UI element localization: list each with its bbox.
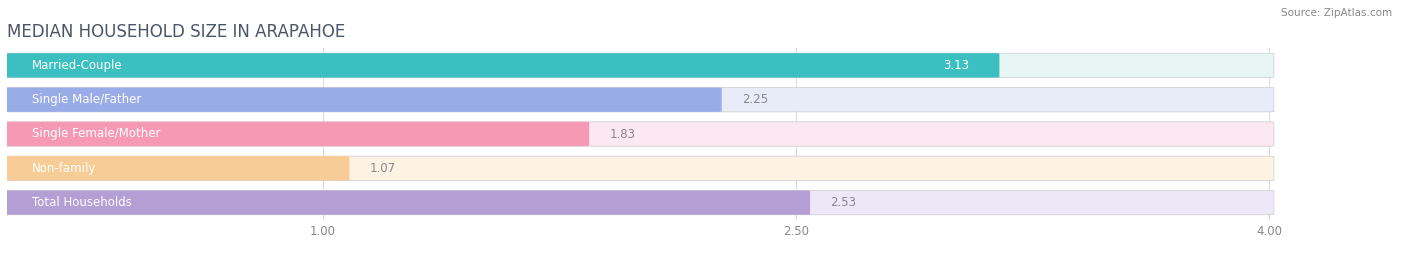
FancyBboxPatch shape <box>3 191 810 215</box>
FancyBboxPatch shape <box>3 122 1274 146</box>
FancyBboxPatch shape <box>3 191 1274 215</box>
Text: Source: ZipAtlas.com: Source: ZipAtlas.com <box>1281 8 1392 18</box>
Text: Non-family: Non-family <box>32 162 97 175</box>
Text: 2.53: 2.53 <box>831 196 856 209</box>
Text: 1.83: 1.83 <box>610 128 636 140</box>
Text: Single Male/Father: Single Male/Father <box>32 93 142 106</box>
FancyBboxPatch shape <box>3 88 1274 112</box>
Text: Single Female/Mother: Single Female/Mother <box>32 128 160 140</box>
FancyBboxPatch shape <box>3 88 721 112</box>
Text: 2.25: 2.25 <box>742 93 768 106</box>
FancyBboxPatch shape <box>3 53 1274 77</box>
Text: 3.13: 3.13 <box>943 59 969 72</box>
FancyBboxPatch shape <box>3 53 1000 77</box>
Text: 1.07: 1.07 <box>370 162 396 175</box>
Text: MEDIAN HOUSEHOLD SIZE IN ARAPAHOE: MEDIAN HOUSEHOLD SIZE IN ARAPAHOE <box>7 23 346 41</box>
Text: Married-Couple: Married-Couple <box>32 59 122 72</box>
FancyBboxPatch shape <box>3 122 589 146</box>
FancyBboxPatch shape <box>3 156 1274 180</box>
FancyBboxPatch shape <box>3 156 349 180</box>
Text: Total Households: Total Households <box>32 196 132 209</box>
